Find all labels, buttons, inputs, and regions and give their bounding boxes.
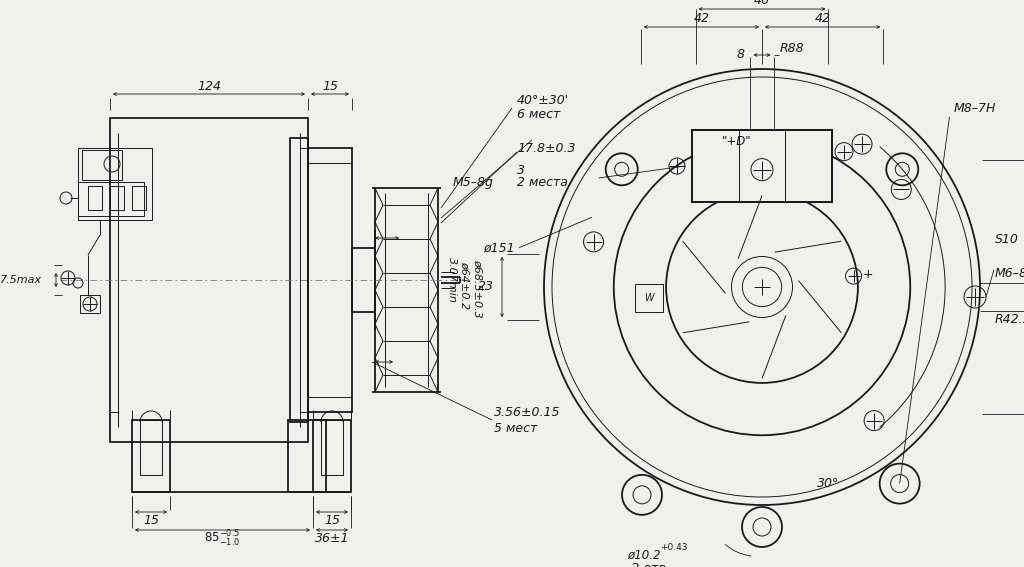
Text: +0.43: +0.43 xyxy=(659,543,687,552)
Text: ø151: ø151 xyxy=(483,242,515,254)
Bar xyxy=(313,420,351,492)
Text: M6–8g: M6–8g xyxy=(995,268,1024,281)
Text: ø68.5±0.3: ø68.5±0.3 xyxy=(472,259,482,318)
Text: $85^{-0.5}_{-1.0}$: $85^{-0.5}_{-1.0}$ xyxy=(204,529,241,549)
Text: 6 мест: 6 мест xyxy=(517,108,560,121)
Text: 46: 46 xyxy=(754,0,770,7)
Bar xyxy=(78,182,144,216)
Bar xyxy=(132,420,170,492)
Text: ø10.2: ø10.2 xyxy=(627,548,660,561)
Text: 15: 15 xyxy=(324,514,340,527)
Bar xyxy=(352,248,375,312)
Text: 42: 42 xyxy=(693,12,710,26)
Text: 5 мест: 5 мест xyxy=(494,421,538,434)
Text: R88: R88 xyxy=(779,43,804,56)
Text: 15: 15 xyxy=(143,514,159,527)
Bar xyxy=(140,420,162,475)
Bar xyxy=(110,118,308,442)
Text: "+D": "+D" xyxy=(722,135,752,148)
Text: 36±1: 36±1 xyxy=(314,532,349,545)
Bar xyxy=(288,420,326,492)
Text: 42: 42 xyxy=(815,12,830,26)
Text: 3: 3 xyxy=(517,163,525,176)
Text: 15: 15 xyxy=(322,81,338,94)
Text: S10: S10 xyxy=(995,232,1019,246)
Text: M8–7H: M8–7H xyxy=(953,101,996,115)
Bar xyxy=(692,130,831,202)
Bar xyxy=(321,420,343,475)
Bar xyxy=(635,284,663,312)
Text: 124: 124 xyxy=(197,81,221,94)
Text: 3.07min: 3.07min xyxy=(447,257,457,303)
Text: 8: 8 xyxy=(736,49,744,61)
Text: 41°±1°: 41°±1° xyxy=(751,566,795,567)
Text: 2 отв.: 2 отв. xyxy=(632,562,670,567)
Text: 23: 23 xyxy=(478,281,494,294)
Bar xyxy=(78,148,152,220)
Bar xyxy=(80,295,100,313)
Text: W: W xyxy=(644,293,653,303)
Text: 40°±30': 40°±30' xyxy=(517,94,569,107)
Text: +: + xyxy=(862,268,872,281)
Bar xyxy=(88,186,102,210)
Text: 3.56±0.15: 3.56±0.15 xyxy=(494,407,560,420)
Text: 17.8±0.3: 17.8±0.3 xyxy=(517,142,575,154)
Text: 2 места: 2 места xyxy=(517,176,568,189)
Bar xyxy=(290,138,308,422)
Bar xyxy=(692,130,831,202)
Text: R42.5: R42.5 xyxy=(995,313,1024,326)
Bar xyxy=(132,186,146,210)
Text: M5–8g: M5–8g xyxy=(453,176,494,189)
Bar xyxy=(82,150,122,180)
Bar xyxy=(110,186,124,210)
Text: 7.5max: 7.5max xyxy=(0,275,42,285)
Bar xyxy=(308,148,352,412)
Text: ø64±0.2: ø64±0.2 xyxy=(459,261,469,309)
Text: 30°: 30° xyxy=(817,477,840,490)
